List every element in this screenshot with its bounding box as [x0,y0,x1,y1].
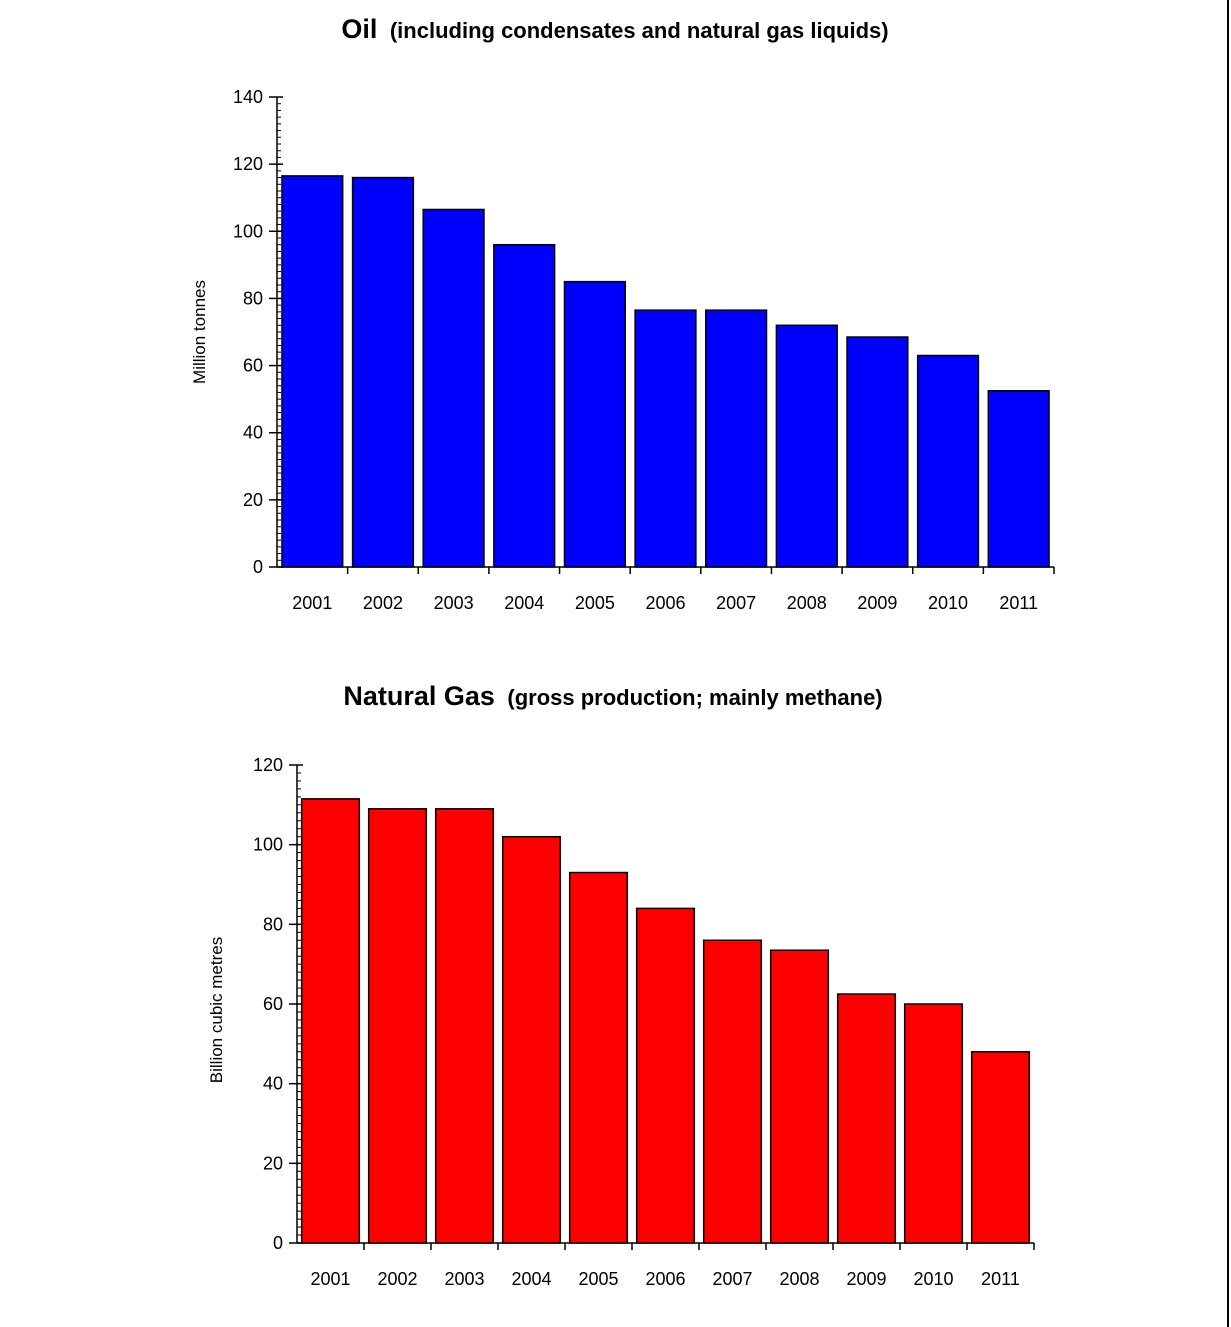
bar-2011 [987,390,1050,568]
bar-2010 [903,1003,964,1244]
y-tick-label: 20 [243,490,263,510]
y-tick-label: 60 [263,994,283,1014]
gas-chart: Natural Gas (gross production; mainly me… [207,681,1035,1289]
oil-y-axis-label: Million tonnes [190,280,209,384]
x-tick-label: 2005 [575,593,615,613]
x-tick-label: 2001 [310,1269,350,1289]
bar-2001 [300,798,361,1244]
y-tick-label: 100 [253,835,283,855]
oil-chart: Oil (including condensates and natural g… [190,14,1055,613]
x-tick-label: 2004 [511,1269,551,1289]
x-tick-label: 2007 [716,593,756,613]
bar-2003 [422,208,485,568]
y-tick-label: 0 [273,1233,283,1253]
gas-title-sub: (gross production; mainly methane) [507,685,882,710]
oil-title-main: Oil [341,14,377,44]
bar-2002 [367,808,428,1244]
bar-2008 [769,949,830,1244]
x-tick-label: 2011 [981,1269,1020,1289]
bar-2010 [916,354,980,568]
bar-2011 [970,1051,1031,1244]
y-tick-label: 80 [243,288,263,308]
x-tick-label: 2003 [444,1269,484,1289]
y-tick-label: 80 [263,914,283,934]
gas-y-axis-label: Billion cubic metres [207,937,226,1083]
bar-2005 [563,280,626,568]
x-tick-label: 2010 [913,1269,953,1289]
oil-chart-title: Oil (including condensates and natural g… [341,14,888,44]
x-tick-label: 2008 [787,593,827,613]
x-tick-label: 2007 [712,1269,752,1289]
x-tick-label: 2002 [363,593,403,613]
y-tick-label: 40 [263,1074,283,1094]
bar-2007 [702,939,763,1244]
bar-2007 [705,309,768,568]
bar-2001 [281,175,344,568]
y-tick-label: 20 [263,1153,283,1173]
x-tick-label: 2005 [578,1269,618,1289]
x-tick-label: 2009 [857,593,897,613]
bar-2008 [775,324,838,568]
gas-title-main: Natural Gas [343,681,495,711]
x-tick-label: 2011 [999,593,1038,613]
oil-title-sub: (including condensates and natural gas l… [390,18,889,43]
x-tick-label: 2001 [292,593,332,613]
bar-2009 [846,336,909,568]
bar-2009 [836,993,897,1244]
bar-2002 [351,176,415,568]
x-tick-label: 2009 [846,1269,886,1289]
bar-2005 [568,871,629,1244]
bar-2004 [493,243,556,568]
y-tick-label: 120 [233,154,263,174]
y-tick-label: 140 [233,87,263,107]
x-tick-label: 2004 [504,593,544,613]
bar-2003 [434,808,495,1244]
y-tick-label: 0 [253,557,263,577]
x-tick-label: 2002 [377,1269,417,1289]
y-tick-label: 120 [253,755,283,775]
x-tick-label: 2010 [928,593,968,613]
y-tick-label: 60 [243,356,263,376]
gas-chart-title: Natural Gas (gross production; mainly me… [343,681,882,711]
x-tick-label: 2006 [645,593,685,613]
bar-2004 [501,835,562,1244]
x-tick-label: 2008 [779,1269,819,1289]
x-tick-label: 2003 [434,593,474,613]
page-border-right [1227,0,1229,1327]
x-tick-label: 2006 [645,1269,685,1289]
y-tick-label: 40 [243,423,263,443]
y-tick-label: 100 [233,221,263,241]
bar-2006 [634,309,697,568]
bar-2006 [635,907,696,1244]
